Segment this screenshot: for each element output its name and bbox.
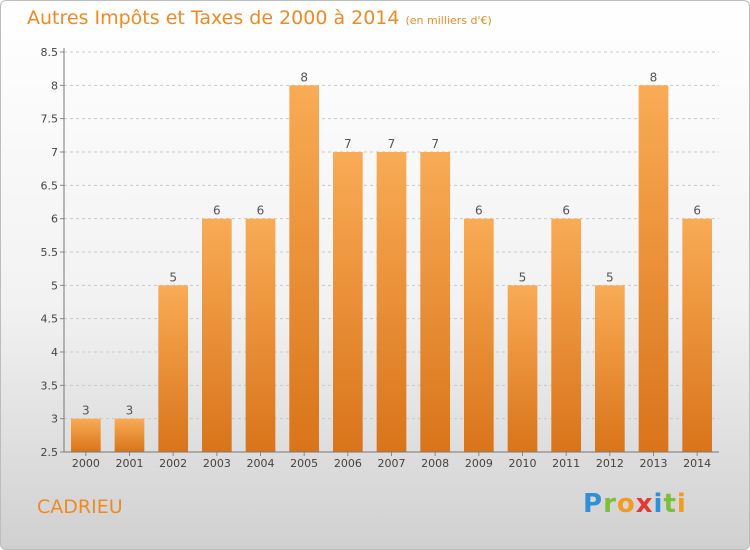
bar: [682, 218, 713, 452]
y-tick-label: 7: [51, 146, 58, 159]
y-tick-label: 7.5: [41, 113, 59, 126]
x-tick-label: 2005: [290, 457, 318, 470]
bar: [551, 218, 582, 452]
bar: [332, 152, 363, 452]
x-tick-label: 2004: [247, 457, 275, 470]
value-labels: 3 3 5 6 6 8 7 7 7 6 5 6 5 8 6: [82, 70, 701, 417]
chart-title-text: Autres Impôts et Taxes de 2000 à 2014: [27, 7, 400, 29]
bar-value-label: 8: [300, 70, 308, 84]
y-tick-label: 6.5: [41, 179, 59, 192]
bar: [376, 152, 407, 452]
logo-letter: P: [583, 489, 604, 519]
bar: [507, 285, 538, 452]
x-tick-label: 2009: [465, 457, 493, 470]
bar: [594, 285, 625, 452]
logo-letter: i: [676, 489, 687, 519]
bar: [158, 285, 189, 452]
logo-letter: t: [663, 489, 677, 519]
bar-value-label: 6: [213, 204, 221, 218]
x-tick-label: 2001: [116, 457, 144, 470]
bar-value-label: 7: [431, 137, 439, 151]
bar-value-label: 5: [519, 270, 527, 284]
x-tick-label: 2012: [596, 457, 624, 470]
x-tick-label: 2008: [421, 457, 449, 470]
bar: [201, 218, 232, 452]
bar: [114, 418, 145, 452]
bar-value-label: 8: [650, 70, 658, 84]
logo-letter: r: [603, 489, 617, 519]
y-tick-label: 5: [51, 279, 58, 292]
bar-value-label: 6: [257, 204, 265, 218]
bar-value-label: 6: [693, 204, 701, 218]
bar: [638, 85, 669, 452]
y-tick-label: 3.5: [41, 379, 59, 392]
chart-title: Autres Impôts et Taxes de 2000 à 2014 (en…: [27, 7, 492, 29]
y-tick-label: 2.5: [41, 446, 59, 459]
bar-value-label: 6: [562, 204, 570, 218]
proxiti-logo[interactable]: Proxiti: [583, 489, 687, 519]
bar-value-label: 7: [388, 137, 396, 151]
x-tick-label: 2007: [378, 457, 406, 470]
bar: [289, 85, 320, 452]
y-tick-label: 8: [51, 79, 58, 92]
bar-value-label: 6: [475, 204, 483, 218]
y-tick-label: 4.5: [41, 313, 59, 326]
y-tick-label: 4: [51, 346, 58, 359]
logo-letter: o: [616, 489, 636, 519]
x-tick-label: 2011: [552, 457, 580, 470]
bar-value-label: 7: [344, 137, 352, 151]
bar: [463, 218, 494, 452]
x-tick-label: 2013: [640, 457, 668, 470]
x-tick-label: 2014: [683, 457, 711, 470]
axes: [63, 48, 719, 453]
x-tick-label: 2000: [72, 457, 100, 470]
bar-value-label: 3: [82, 404, 90, 418]
bar-value-label: 5: [169, 270, 177, 284]
bar: [420, 152, 451, 452]
chart-subtitle: (en milliers d'€): [405, 14, 492, 27]
commune-name: CADRIEU: [37, 496, 123, 518]
logo-letter: i: [653, 489, 664, 519]
x-tick-label: 2006: [334, 457, 362, 470]
bar-value-label: 3: [126, 404, 134, 418]
y-tick-label: 6: [51, 213, 58, 226]
y-tick-label: 8.5: [41, 46, 59, 59]
x-axis-ticks: 2000 2001 2002 2003 2004 2005 2006 2007 2008 2009…: [72, 452, 711, 470]
y-tick-label: 5.5: [41, 246, 59, 259]
x-tick-label: 2010: [509, 457, 537, 470]
x-tick-label: 2003: [203, 457, 231, 470]
y-axis-ticks: 2.5 3 3.5 4 4.5 5 5.5 6 6.5 7 7.5 8 8.5: [41, 46, 64, 459]
y-tick-label: 3: [51, 413, 58, 426]
x-tick-label: 2002: [159, 457, 187, 470]
bar: [70, 418, 101, 452]
bar: [245, 218, 276, 452]
bars: [70, 85, 713, 452]
logo-letter: x: [635, 489, 654, 519]
bar-value-label: 5: [606, 270, 614, 284]
